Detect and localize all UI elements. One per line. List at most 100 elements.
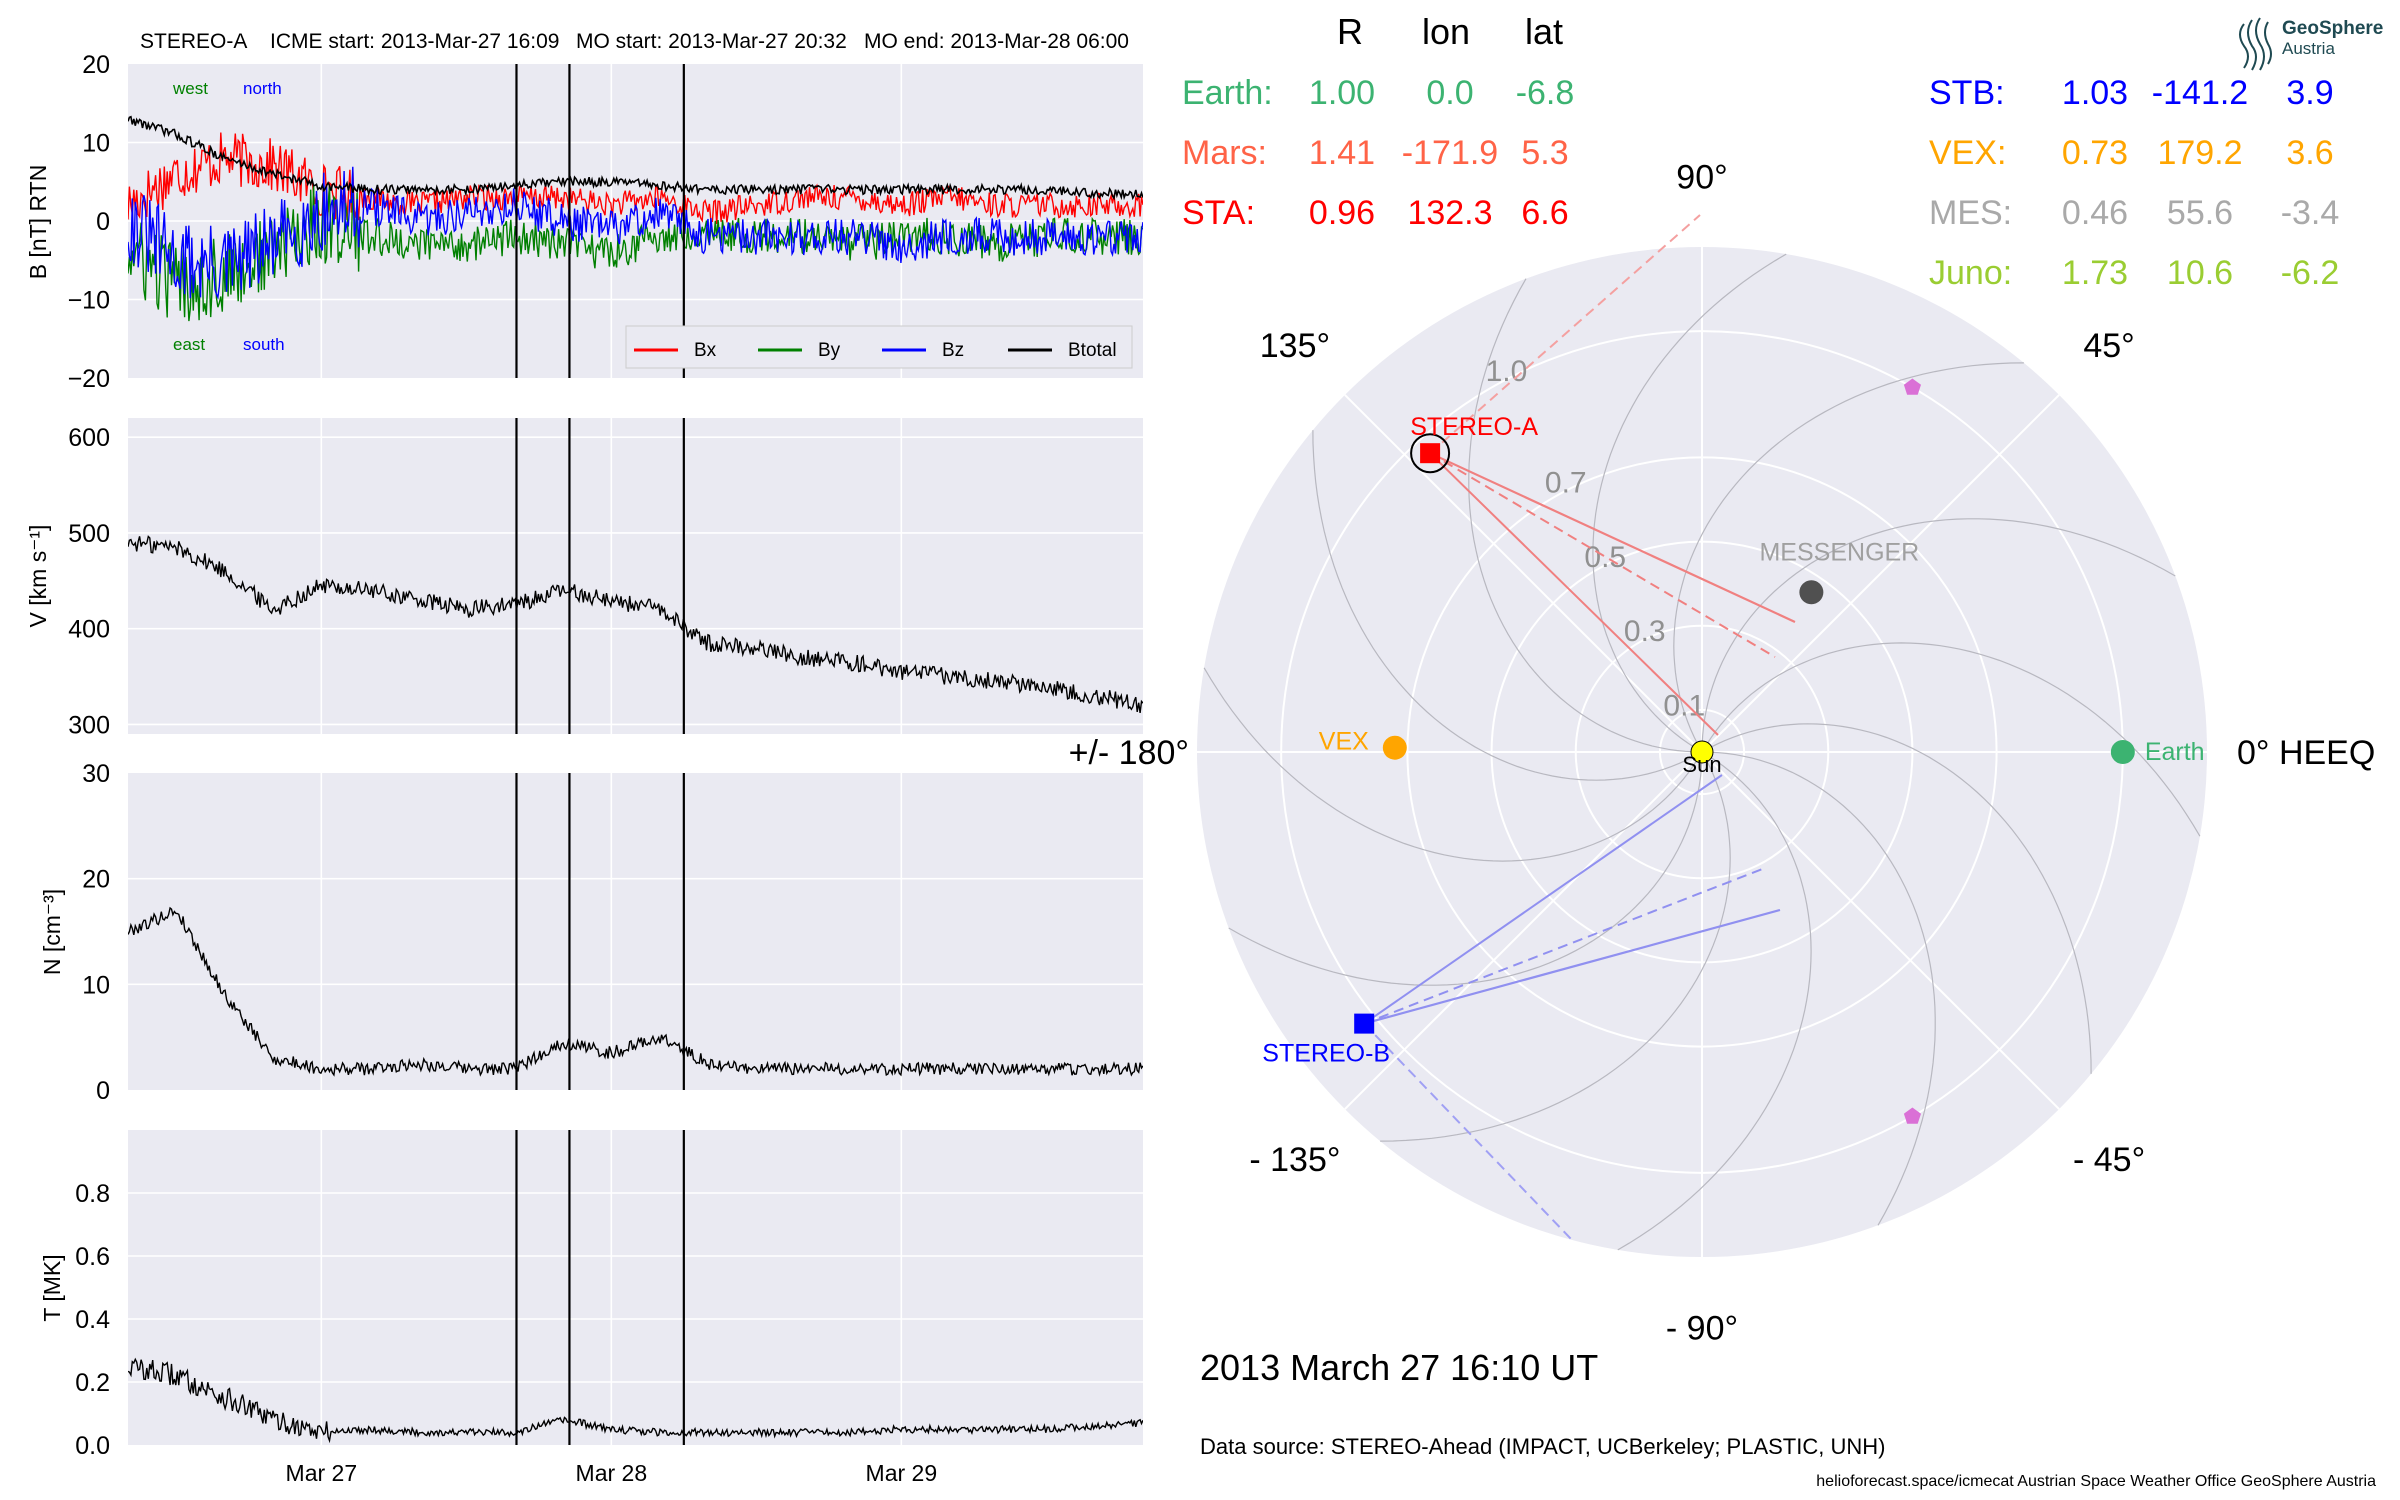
sta-line xyxy=(1429,452,1796,623)
marker-stereo-b xyxy=(1354,1013,1375,1034)
sta-line xyxy=(1429,452,1719,736)
marker-messenger xyxy=(1799,580,1824,605)
point-label-vex: VEX xyxy=(1319,728,1369,756)
y-tick-label: 30 xyxy=(82,760,110,788)
panel-speed: 300 400 500 600 xyxy=(68,418,1143,739)
y-tick-label: 0.8 xyxy=(75,1180,110,1208)
legend-label-bz: Bz xyxy=(942,340,964,361)
r-tick-label: 1.0 xyxy=(1486,355,1528,388)
x-tick-label: Mar 27 xyxy=(286,1460,358,1486)
series-group xyxy=(128,1357,1143,1444)
r-tick-label: 0.5 xyxy=(1584,541,1626,574)
y-tick-label: −10 xyxy=(68,287,110,315)
y-tick-label: −20 xyxy=(68,365,110,393)
y-tick-label: 10 xyxy=(82,971,110,999)
marker-pentagon-6 xyxy=(1903,378,1921,395)
marker-pentagon-7 xyxy=(1903,1107,1921,1124)
parker-spirals xyxy=(1203,253,2201,1251)
marker-earth xyxy=(2110,740,2135,764)
spiral-line xyxy=(1312,430,1703,781)
table-right-block: STB: 1.03 -141.2 3.9 VEX: 0.73 179.2 3.6 MES: 0.4… xyxy=(1929,74,2339,292)
geosphere-logo-icon xyxy=(2239,17,2272,71)
annotation-north: north xyxy=(243,79,282,98)
series-group xyxy=(128,535,1143,713)
table-cell-r: 0.73 xyxy=(2062,134,2128,172)
marker-vex xyxy=(1382,735,1407,760)
timeseries-panels: −20−100102030040050060001020300.00.20.40… xyxy=(68,51,1143,1486)
spiral-line xyxy=(1592,253,1787,753)
ylabel-n: N [cm⁻³] xyxy=(39,889,65,975)
series-group xyxy=(128,115,1143,322)
table-cell-name: STB: xyxy=(1929,74,2005,112)
table-cell-r: 1.73 xyxy=(2062,254,2128,292)
spiral-line xyxy=(1701,751,1936,1226)
credits: helioforecast.space/icmecat Austrian Spa… xyxy=(1816,1473,2376,1490)
y-tick-label: 600 xyxy=(68,424,110,452)
logo-sub: Austria xyxy=(2282,39,2335,58)
y-tick-label: 500 xyxy=(68,520,110,548)
b-legend: Bx By Bz Btotal xyxy=(625,325,1133,369)
legend-box xyxy=(625,325,1133,369)
table-header-lat: lat xyxy=(1525,11,1563,52)
y-tick-label: 300 xyxy=(68,711,110,739)
table-cell-lat: 3.9 xyxy=(2286,74,2333,112)
table-cell-lat: -6.2 xyxy=(2281,254,2340,292)
y-tick-label: 0 xyxy=(96,208,110,236)
ylabel-b: B [nT] RTN xyxy=(25,165,51,280)
table-cell-lon: 179.2 xyxy=(2157,134,2242,172)
polar-spoke xyxy=(1344,394,1703,753)
sta-line xyxy=(1429,214,1701,454)
y-tick-label: 20 xyxy=(82,866,110,894)
position-table: R lon lat Earth: 1.00 0.0 -6.8 Mars: 1.41 -171… xyxy=(1182,11,2339,292)
table-cell-lat: 5.3 xyxy=(1521,134,1568,172)
field-lines xyxy=(1363,214,1796,1241)
annotation-west: west xyxy=(172,79,208,98)
point-label-stereo-a: STEREO-A xyxy=(1410,413,1538,441)
stb-line xyxy=(1363,774,1723,1025)
table-cell-lon: -141.2 xyxy=(2152,74,2248,112)
theta-label: 90° xyxy=(1676,158,1727,196)
theta-label: 135° xyxy=(1260,327,1330,365)
annotation-south: south xyxy=(243,335,285,354)
y-tick-label: 0.0 xyxy=(75,1432,110,1460)
y-tick-label: 400 xyxy=(68,616,110,644)
panel-background xyxy=(128,773,1143,1090)
table-cell-name: STA: xyxy=(1182,194,1255,232)
header-mo-end: MO end: 2013-Mar-28 06:00 xyxy=(864,30,1129,53)
marker-ring-stereo-a xyxy=(1410,433,1451,474)
table-cell-r: 1.03 xyxy=(2062,74,2128,112)
spiral-line xyxy=(1701,723,2092,1074)
point-label-earth: Earth xyxy=(2145,738,2205,766)
header-icme-start: ICME start: 2013-Mar-27 16:09 xyxy=(270,30,559,53)
panel-background xyxy=(128,1130,1143,1445)
annotation-east: east xyxy=(173,335,205,354)
table-cell-r: 1.00 xyxy=(1309,74,1375,112)
point-label-stereo-b: STEREO-B xyxy=(1262,1040,1390,1068)
table-cell-r: 1.41 xyxy=(1309,134,1375,172)
polar-spoke xyxy=(1701,751,2060,1110)
polar-spoke xyxy=(1344,751,1703,1110)
legend-label-btotal: Btotal xyxy=(1068,340,1117,361)
stb-line xyxy=(1363,908,1781,1025)
table-cell-lat: -6.8 xyxy=(1516,74,1575,112)
theta-label: +/- 180° xyxy=(1069,734,1189,772)
r-tick-label: 0.7 xyxy=(1545,466,1587,499)
legend-label-bx: Bx xyxy=(694,340,717,361)
panel-temperature: 0.0 0.2 0.4 0.6 0.8 Mar 27 Mar 28 Mar 29 xyxy=(75,1130,1143,1486)
stb-line xyxy=(1363,1022,1573,1241)
y-tick-label: 0 xyxy=(96,1077,110,1105)
table-cell-lat: 3.6 xyxy=(2286,134,2333,172)
spiral-line xyxy=(1617,751,1812,1251)
y-tick-label: 0.4 xyxy=(75,1306,110,1334)
y-tick-label: 10 xyxy=(82,130,110,158)
table-header-r: R xyxy=(1337,11,1363,52)
theta-label: - 45° xyxy=(2073,1141,2145,1179)
ylabel-v: V [km s⁻¹] xyxy=(25,525,51,628)
spiral-line xyxy=(1203,667,1703,862)
series-line-speed xyxy=(128,535,1143,713)
table-cell-name: Earth: xyxy=(1182,74,1273,112)
x-tick-label: Mar 29 xyxy=(866,1460,938,1486)
series-line-bz xyxy=(128,166,1143,300)
